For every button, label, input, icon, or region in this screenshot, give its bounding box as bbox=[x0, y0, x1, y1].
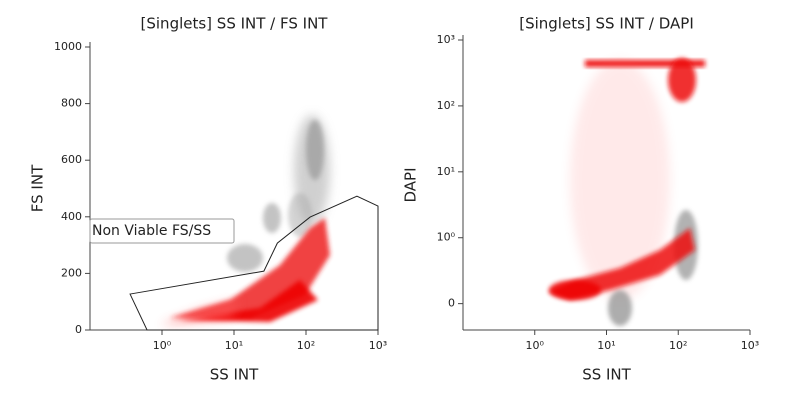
y-tick-label: 0 bbox=[448, 297, 455, 310]
x-tick-label: 10⁰ bbox=[153, 339, 172, 352]
x-tick-label: 10³ bbox=[741, 339, 759, 352]
y-tick-label: 10⁰ bbox=[437, 231, 456, 244]
chart-title: [Singlets] SS INT / FS INT bbox=[141, 15, 329, 33]
y-axis-label: FS INT bbox=[29, 164, 47, 212]
gate-label: Non Viable FS/SS bbox=[92, 223, 211, 239]
gate bbox=[129, 195, 379, 331]
y-tick-label: 1000 bbox=[54, 40, 82, 53]
x-tick-label: 10¹ bbox=[597, 339, 615, 352]
y-tick-label: 400 bbox=[61, 210, 82, 223]
gate-label-box bbox=[89, 218, 235, 244]
y-tick-label: 10² bbox=[437, 99, 455, 112]
y-axis-label: DAPI bbox=[402, 167, 420, 202]
y-tick-label: 0 bbox=[75, 323, 82, 336]
event-cloud bbox=[548, 58, 705, 326]
y-tick-label: 800 bbox=[61, 97, 82, 110]
event-cloud bbox=[160, 115, 330, 325]
x-axis-label: SS INT bbox=[582, 366, 631, 384]
x-tick-label: 10³ bbox=[369, 339, 387, 352]
y-tick-label: 200 bbox=[61, 266, 82, 279]
x-tick-label: 10² bbox=[297, 339, 315, 352]
x-axis-label: SS INT bbox=[210, 366, 259, 384]
x-tick-label: 10² bbox=[669, 339, 687, 352]
y-tick-label: 10¹ bbox=[437, 165, 455, 178]
x-tick-label: 10⁰ bbox=[526, 339, 545, 352]
y-tick-label: 600 bbox=[61, 153, 82, 166]
y-tick-label: 10³ bbox=[437, 33, 455, 46]
x-tick-label: 10¹ bbox=[225, 339, 243, 352]
chart-title: [Singlets] SS INT / DAPI bbox=[519, 15, 694, 33]
